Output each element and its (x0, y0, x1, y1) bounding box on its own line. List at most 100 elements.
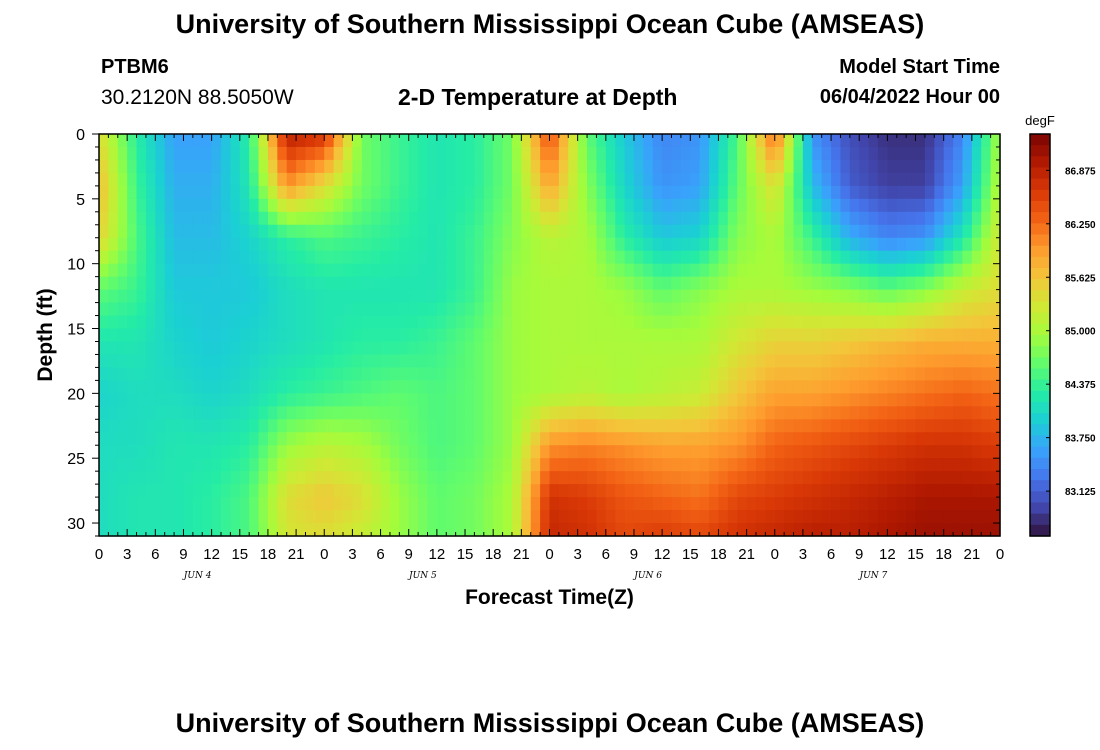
heatmap-cell (202, 354, 213, 369)
heatmap-cell (277, 380, 288, 394)
heatmap-cell (868, 432, 879, 446)
heatmap-cell (671, 367, 682, 381)
heatmap-cell (333, 341, 344, 356)
heatmap-cell (465, 134, 476, 148)
heatmap-cell (530, 289, 541, 304)
heatmap-cell (108, 172, 119, 187)
heatmap-cell (737, 354, 748, 369)
heatmap-cell (990, 367, 1001, 381)
heatmap-cell (305, 354, 316, 369)
heatmap-cell (624, 484, 635, 498)
heatmap-cell (577, 224, 588, 239)
heatmap-cell (127, 289, 138, 304)
heatmap-cell (267, 367, 278, 381)
heatmap-cell (831, 523, 842, 537)
heatmap-cell (868, 172, 879, 187)
heatmap-cell (418, 185, 429, 200)
heatmap-cell (521, 367, 532, 381)
heatmap-cell (793, 341, 804, 356)
heatmap-cell (840, 276, 851, 291)
heatmap-cell (765, 380, 776, 394)
heatmap-cell (812, 406, 823, 420)
heatmap-cell (211, 185, 222, 200)
heatmap-cell (924, 263, 935, 278)
heatmap-cell (267, 172, 278, 187)
heatmap-cell (277, 471, 288, 485)
heatmap-cell (793, 263, 804, 278)
heatmap-cell (352, 211, 363, 226)
heatmap-cell (521, 289, 532, 304)
heatmap-cell (831, 458, 842, 472)
heatmap-cell (971, 354, 982, 369)
heatmap-cell (502, 172, 513, 187)
heatmap-cell (633, 484, 644, 498)
heatmap-cell (859, 224, 870, 239)
heatmap-cell (267, 289, 278, 304)
heatmap-cell (211, 328, 222, 343)
heatmap-cell (718, 471, 729, 485)
heatmap-cell (755, 134, 766, 148)
heatmap-cell (267, 146, 278, 161)
heatmap-cell (924, 237, 935, 252)
heatmap-cell (868, 328, 879, 343)
heatmap-cell (99, 458, 109, 472)
heatmap-cell (596, 134, 607, 148)
heatmap-cell (474, 134, 485, 148)
heatmap-cell (643, 237, 654, 252)
heatmap-cell (286, 367, 297, 381)
heatmap-cell (305, 497, 316, 511)
heatmap-cell (286, 237, 297, 252)
heatmap-cell (662, 211, 673, 226)
heatmap-cell (840, 354, 851, 369)
heatmap-cell (352, 263, 363, 278)
heatmap-cell (530, 185, 541, 200)
heatmap-cell (446, 224, 457, 239)
colorbar-tick-label: 83.125 (1065, 487, 1096, 498)
heatmap-cell (277, 432, 288, 446)
heatmap-cell (793, 380, 804, 394)
heatmap-cell (699, 328, 710, 343)
heatmap-cell (699, 471, 710, 485)
heatmap-cell (755, 146, 766, 161)
heatmap-cell (615, 367, 626, 381)
heatmap-cell (483, 198, 494, 213)
heatmap-cell (352, 484, 363, 498)
heatmap-cell (446, 237, 457, 252)
heatmap-cell (540, 510, 551, 524)
heatmap-cell (615, 380, 626, 394)
heatmap-cell (793, 432, 804, 446)
heatmap-cell (690, 276, 701, 291)
heatmap-cell (99, 315, 109, 330)
heatmap-cell (784, 159, 795, 174)
heatmap-cell (737, 315, 748, 330)
heatmap-cell (953, 224, 964, 239)
heatmap-cell (427, 224, 438, 239)
heatmap-cell (840, 471, 851, 485)
heatmap-cell (436, 354, 447, 369)
heatmap-cell (427, 172, 438, 187)
heatmap-cell (239, 146, 250, 161)
heatmap-cell (718, 146, 729, 161)
heatmap-cell (906, 276, 917, 291)
heatmap-cell (934, 211, 945, 226)
heatmap-cell (136, 263, 147, 278)
heatmap-cell (446, 510, 457, 524)
heatmap-cell (793, 510, 804, 524)
heatmap-cell (455, 484, 466, 498)
heatmap-cell (690, 224, 701, 239)
heatmap-cell (680, 250, 691, 265)
heatmap-cell (183, 315, 194, 330)
heatmap-cell (117, 276, 128, 291)
heatmap-cell (577, 198, 588, 213)
heatmap-cell (465, 497, 476, 511)
heatmap-cell (145, 185, 156, 200)
heatmap-cell (934, 172, 945, 187)
heatmap-cell (755, 341, 766, 356)
heatmap-cell (615, 263, 626, 278)
heatmap-cell (211, 497, 222, 511)
heatmap-cell (633, 224, 644, 239)
heatmap-cell (530, 367, 541, 381)
heatmap-cell (615, 484, 626, 498)
heatmap-cell (709, 224, 720, 239)
heatmap-cell (774, 458, 785, 472)
